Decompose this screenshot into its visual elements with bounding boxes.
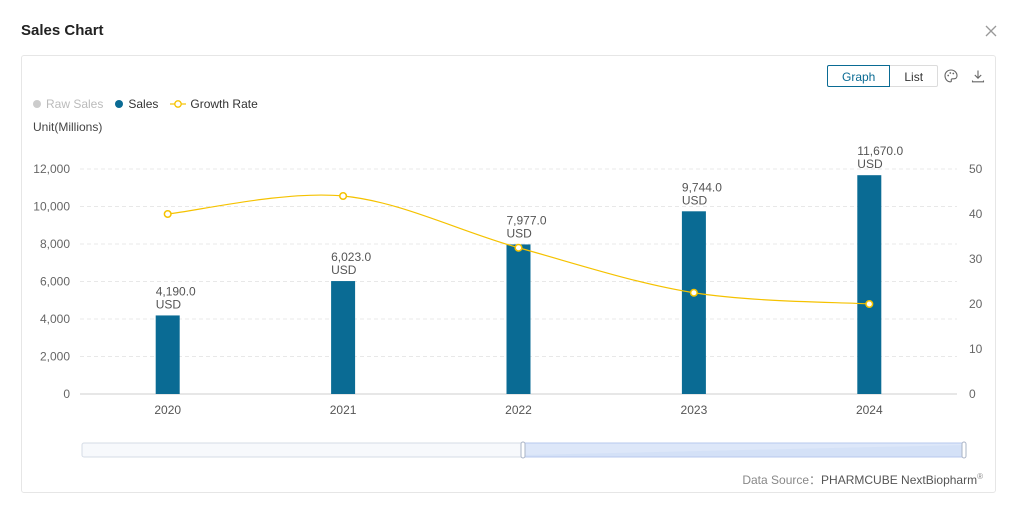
y-left-tick-label: 8,000 xyxy=(40,237,70,251)
y-right-tick-label: 50 xyxy=(969,162,983,176)
graph-tab[interactable]: Graph xyxy=(827,65,891,87)
y-right-tick-label: 10 xyxy=(969,342,983,356)
sales-bar[interactable] xyxy=(681,211,706,394)
bar-unit-label: USD xyxy=(507,226,533,240)
registered-mark: ® xyxy=(977,472,983,481)
sales-chart: 0 2,000 4,000 6,000 8,000 10,000 12,000 0 10 20 30… xyxy=(33,144,983,459)
x-tick-label: 2023 xyxy=(681,403,708,417)
bar-unit-label: USD xyxy=(857,157,883,171)
growth-rate-point[interactable] xyxy=(865,299,874,309)
growth-rate-point[interactable] xyxy=(514,243,523,252)
zoom-handle-right[interactable] xyxy=(961,441,967,459)
bar-value-label: 6,023.0 xyxy=(331,250,371,264)
y-right-tick-label: 30 xyxy=(969,252,983,266)
growth-rate-point[interactable] xyxy=(339,191,348,201)
chart-legend: Raw Sales Sales Growth Rate xyxy=(33,97,270,111)
sales-bar[interactable] xyxy=(857,175,882,394)
x-tick-label: 2020 xyxy=(154,403,181,417)
unit-label: Unit(Millions) xyxy=(33,120,103,134)
growth-rate-point[interactable] xyxy=(163,209,172,219)
source-prefix: Data Source： xyxy=(742,473,822,487)
sales-bar[interactable] xyxy=(155,315,180,394)
bar-value-label: 9,744.0 xyxy=(682,180,722,194)
legend-dot-icon xyxy=(33,100,41,108)
y-right-tick-label: 40 xyxy=(969,207,983,221)
bar-unit-label: USD xyxy=(156,297,182,311)
bar-unit-label: USD xyxy=(682,193,708,207)
growth-rate-point[interactable] xyxy=(689,288,698,297)
x-tick-label: 2022 xyxy=(505,403,532,417)
y-left-tick-label: 4,000 xyxy=(40,312,70,326)
y-left-tick-label: 10,000 xyxy=(33,200,70,214)
y-left-tick-label: 12,000 xyxy=(33,162,70,176)
close-icon[interactable] xyxy=(982,22,1000,40)
zoom-handle-left[interactable] xyxy=(520,441,526,459)
bar-value-label: 7,977.0 xyxy=(507,213,547,227)
source-brand: PHARMCUBE NextBiopharm xyxy=(821,473,978,487)
palette-icon[interactable] xyxy=(943,68,959,84)
zoom-selection[interactable] xyxy=(522,442,965,458)
bar-value-label: 4,190.0 xyxy=(156,284,196,298)
y-left-tick-label: 0 xyxy=(63,387,70,401)
bar-value-label: 11,670.0 xyxy=(857,144,903,158)
legend-sales[interactable]: Sales xyxy=(115,97,158,111)
dialog-title: Sales Chart xyxy=(21,22,104,39)
legend-raw-sales[interactable]: Raw Sales xyxy=(33,97,103,111)
legend-label: Raw Sales xyxy=(46,97,104,111)
sales-bar[interactable] xyxy=(331,281,356,394)
legend-label: Growth Rate xyxy=(190,97,258,111)
y-left-tick-label: 6,000 xyxy=(40,275,70,289)
y-right-tick-label: 20 xyxy=(969,297,983,311)
sales-bar[interactable] xyxy=(506,244,531,394)
view-toggle: Graph List xyxy=(827,65,939,87)
legend-dot-icon xyxy=(115,100,124,108)
y-left-tick-label: 2,000 xyxy=(40,350,70,364)
x-tick-label: 2021 xyxy=(330,403,357,417)
list-tab[interactable]: List xyxy=(890,65,939,87)
legend-label: Sales xyxy=(128,97,159,111)
y-right-tick-label: 0 xyxy=(969,387,976,401)
bar-unit-label: USD xyxy=(331,263,357,277)
x-tick-label: 2024 xyxy=(856,403,883,417)
legend-growth-rate[interactable]: Growth Rate xyxy=(170,97,258,111)
chart-panel: Graph List Raw Sales Sales Growth Rate U… xyxy=(21,55,996,493)
legend-line-icon xyxy=(170,100,187,108)
data-source: Data Source：PHARMCUBE NextBiopharm® xyxy=(742,471,983,488)
download-icon[interactable] xyxy=(970,68,986,84)
